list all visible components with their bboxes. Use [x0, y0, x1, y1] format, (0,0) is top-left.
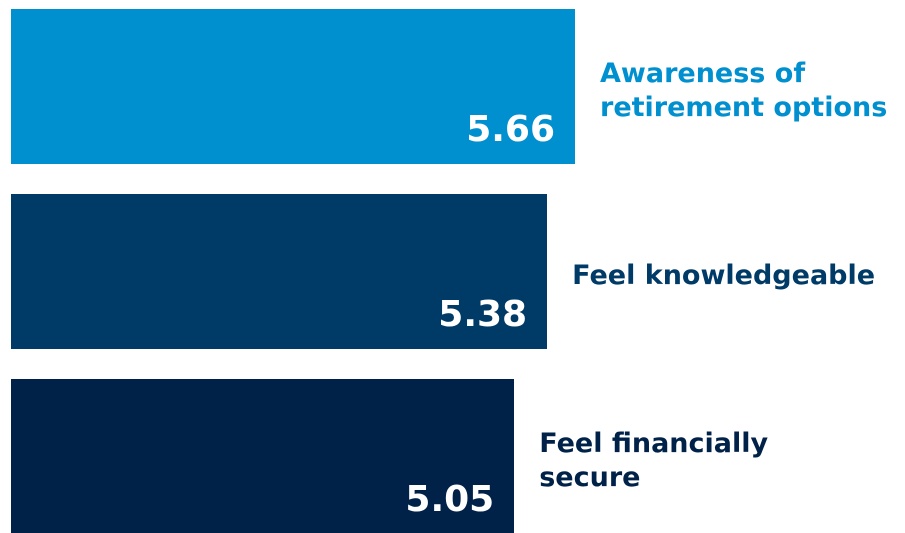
category-label: Feel knowledgeable [572, 259, 876, 291]
value-label: 5.05 [405, 479, 495, 520]
category-label: Feel financially secure [539, 427, 769, 493]
bar [11, 379, 515, 533]
bar [11, 194, 548, 349]
value-label: 5.66 [466, 109, 556, 150]
value-label: 5.38 [438, 294, 528, 335]
category-label: Awareness of retirement options [600, 57, 888, 123]
bar [11, 9, 576, 164]
